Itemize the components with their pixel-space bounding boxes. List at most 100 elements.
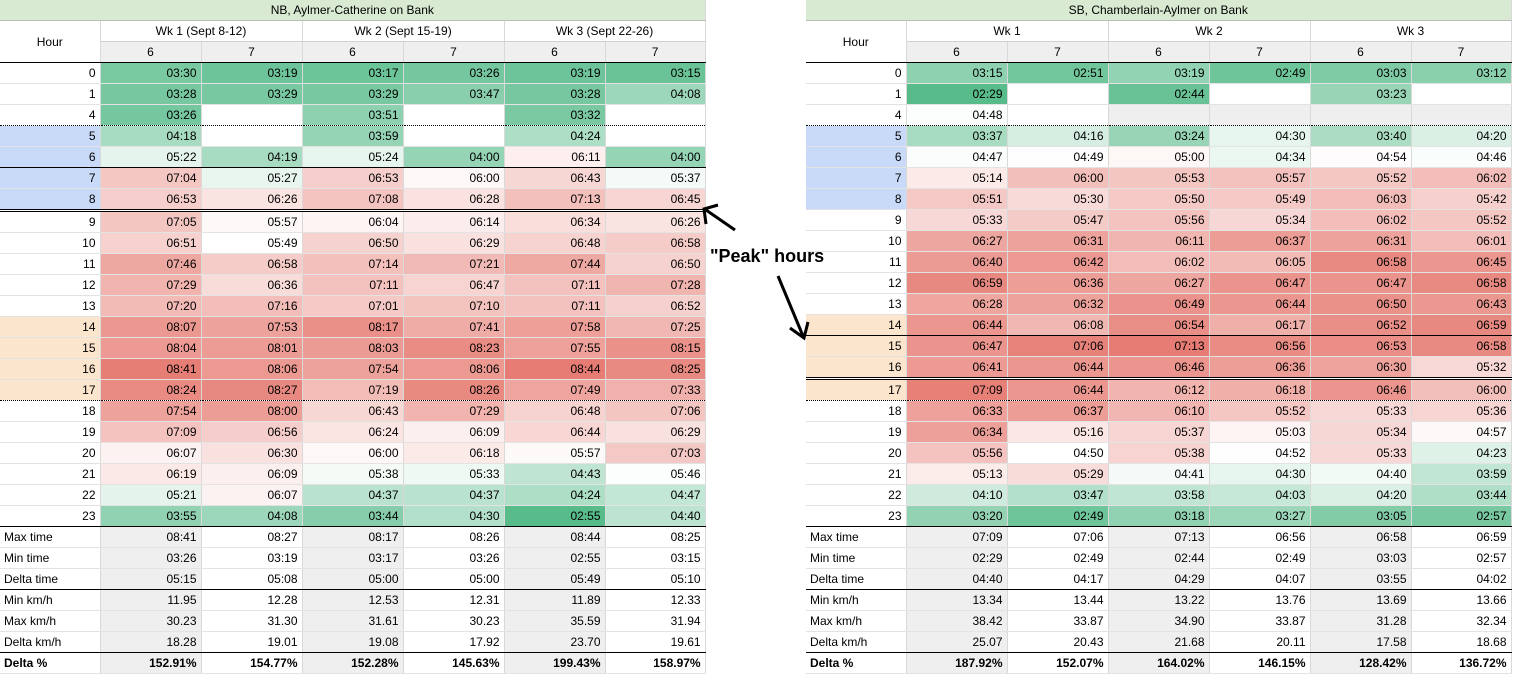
time-cell: 06:28 bbox=[403, 188, 505, 212]
table-row: 10 06:27 06:31 06:11 06:37 06:31 06:01 bbox=[806, 230, 1512, 252]
time-cell: 06:32 bbox=[1007, 293, 1109, 315]
time-cell: 06:45 bbox=[605, 188, 706, 212]
table-row: 7 05:14 06:00 05:53 05:57 05:52 06:02 bbox=[806, 167, 1512, 189]
time-cell: 06:29 bbox=[605, 421, 706, 443]
table-row: 16 08:41 08:06 07:54 08:06 08:44 08:25 bbox=[0, 358, 706, 380]
time-cell: 06:58 bbox=[1411, 272, 1512, 294]
time-cell: 06:45 bbox=[1411, 251, 1512, 273]
time-cell: 05:37 bbox=[1108, 421, 1210, 443]
time-cell: 04:50 bbox=[1007, 442, 1109, 464]
stat-cell: 03:03 bbox=[1310, 547, 1412, 569]
time-cell: 06:44 bbox=[1209, 293, 1311, 315]
stat-cell: 03:19 bbox=[201, 547, 303, 569]
time-cell: 06:04 bbox=[302, 210, 404, 233]
table-row: 6 04:47 04:49 05:00 04:34 04:54 04:46 bbox=[806, 146, 1512, 168]
week-header: Wk 1 bbox=[906, 20, 1109, 42]
time-cell: 07:09 bbox=[100, 421, 202, 443]
time-cell: 05:38 bbox=[1108, 442, 1210, 464]
time-cell: 02:57 bbox=[1411, 505, 1512, 527]
time-cell: 06:08 bbox=[1007, 314, 1109, 336]
hour-cell: 23 bbox=[0, 505, 101, 527]
time-cell: 04:54 bbox=[1310, 146, 1412, 168]
table-row: 22 04:10 03:47 03:58 04:03 04:20 03:44 bbox=[806, 484, 1512, 506]
stat-cell: 199.43% bbox=[504, 652, 606, 674]
stat-row: Max km/h 38.42 33.87 34.90 33.87 31.28 32.34 bbox=[806, 610, 1512, 632]
table-row: 13 06:28 06:32 06:49 06:44 06:50 06:43 bbox=[806, 293, 1512, 315]
table-row: 1 03:28 03:29 03:29 03:47 03:28 04:08 bbox=[0, 83, 706, 105]
time-cell: 08:27 bbox=[201, 379, 303, 401]
time-cell: 04:46 bbox=[1411, 146, 1512, 168]
time-cell bbox=[403, 104, 505, 126]
time-cell: 06:28 bbox=[906, 293, 1008, 315]
stat-cell: 05:00 bbox=[302, 568, 404, 590]
stat-cell: 13.22 bbox=[1108, 589, 1210, 611]
stat-label: Max time bbox=[806, 526, 907, 548]
time-cell: 06:27 bbox=[1108, 272, 1210, 294]
stat-cell: 04:07 bbox=[1209, 568, 1311, 590]
table-row: 4 04:48 bbox=[806, 104, 1512, 126]
week-header: Wk 3 (Sept 22-26) bbox=[504, 20, 706, 42]
subcol-header: 7 bbox=[201, 41, 303, 63]
table-row: 23 03:55 04:08 03:44 04:30 02:55 04:40 bbox=[0, 505, 706, 527]
time-cell: 03:03 bbox=[1310, 62, 1412, 84]
time-cell: 08:44 bbox=[504, 358, 606, 380]
stat-cell: 145.63% bbox=[403, 652, 505, 674]
time-cell: 06:18 bbox=[1209, 378, 1311, 401]
table-row: 9 05:33 05:47 05:56 05:34 06:02 05:52 bbox=[806, 209, 1512, 231]
time-cell: 05:34 bbox=[1209, 209, 1311, 231]
time-cell: 03:28 bbox=[100, 83, 202, 105]
stat-cell: 17.58 bbox=[1310, 631, 1412, 653]
time-cell: 06:02 bbox=[1310, 209, 1412, 231]
time-cell: 07:58 bbox=[504, 316, 606, 338]
table-row: 7 07:04 05:27 06:53 06:00 06:43 05:37 bbox=[0, 167, 706, 189]
data-grid: SB, Chamberlain-Aylmer on Bank Hour Wk 1 Wk… bbox=[806, 0, 1512, 674]
stat-label: Delta km/h bbox=[0, 631, 101, 653]
time-cell: 08:04 bbox=[100, 337, 202, 359]
time-cell: 05:38 bbox=[302, 463, 404, 485]
week-header: Wk 2 bbox=[1108, 20, 1311, 42]
hour-cell: 18 bbox=[806, 400, 907, 422]
stat-row: Delta km/h 25.07 20.43 21.68 20.11 17.58 18.68 bbox=[806, 631, 1512, 653]
table-row: 17 07:09 06:44 06:12 06:18 06:46 06:00 bbox=[806, 378, 1512, 401]
time-cell: 05:00 bbox=[1108, 146, 1210, 168]
time-cell: 04:49 bbox=[1007, 146, 1109, 168]
time-cell: 05:51 bbox=[906, 188, 1008, 210]
time-cell: 03:32 bbox=[504, 104, 606, 126]
table-row: 14 06:44 06:08 06:54 06:17 06:52 06:59 bbox=[806, 314, 1512, 336]
time-cell: 03:29 bbox=[201, 83, 303, 105]
time-cell: 06:19 bbox=[100, 463, 202, 485]
stat-row: Max time 07:09 07:06 07:13 06:56 06:58 06:59 bbox=[806, 526, 1512, 548]
stat-cell: 06:59 bbox=[1411, 526, 1512, 548]
time-cell: 07:29 bbox=[100, 274, 202, 296]
stat-cell: 08:27 bbox=[201, 526, 303, 548]
time-cell: 06:40 bbox=[906, 251, 1008, 273]
time-cell: 07:09 bbox=[906, 378, 1008, 401]
hour-cell: 22 bbox=[0, 484, 101, 506]
hour-cell: 17 bbox=[806, 378, 907, 401]
time-cell: 05:29 bbox=[1007, 463, 1109, 485]
time-cell: 06:58 bbox=[1310, 251, 1412, 273]
time-cell: 06:17 bbox=[1209, 314, 1311, 336]
time-cell: 04:57 bbox=[1411, 421, 1512, 443]
stat-cell: 11.89 bbox=[504, 589, 606, 611]
time-cell: 03:15 bbox=[906, 62, 1008, 84]
time-cell: 07:01 bbox=[302, 295, 404, 317]
table-row: 0 03:30 03:19 03:17 03:26 03:19 03:15 bbox=[0, 62, 706, 84]
stat-cell: 13.76 bbox=[1209, 589, 1311, 611]
stat-cell: 03:26 bbox=[403, 547, 505, 569]
stat-row: Min km/h 13.34 13.44 13.22 13.76 13.69 13.66 bbox=[806, 589, 1512, 611]
time-cell: 03:44 bbox=[1411, 484, 1512, 506]
time-cell: 03:44 bbox=[302, 505, 404, 527]
hour-header: Hour bbox=[806, 20, 907, 63]
stat-cell: 19.61 bbox=[605, 631, 706, 653]
time-cell: 06:34 bbox=[906, 421, 1008, 443]
time-cell: 03:55 bbox=[100, 505, 202, 527]
time-cell: 08:01 bbox=[201, 337, 303, 359]
time-cell: 04:10 bbox=[906, 484, 1008, 506]
subcol-header: 7 bbox=[1209, 41, 1311, 63]
time-cell: 06:43 bbox=[504, 167, 606, 189]
hour-cell: 13 bbox=[0, 295, 101, 317]
stat-cell: 19.01 bbox=[201, 631, 303, 653]
table-row: 10 06:51 05:49 06:50 06:29 06:48 06:58 bbox=[0, 232, 706, 254]
time-cell: 05:52 bbox=[1411, 209, 1512, 231]
